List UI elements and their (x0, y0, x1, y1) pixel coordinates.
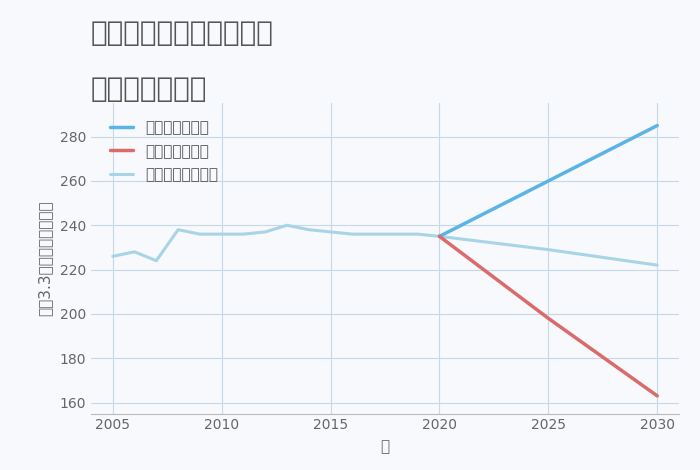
Line: グッドシナリオ: グッドシナリオ (440, 125, 657, 236)
バッドシナリオ (435, 234, 444, 239)
Line: バッドシナリオ: バッドシナリオ (440, 236, 657, 396)
Legend: グッドシナリオ, バッドシナリオ, ノーマルシナリオ: グッドシナリオ, バッドシナリオ, ノーマルシナリオ (111, 120, 218, 182)
ノーマルシナリオ (544, 247, 552, 252)
バッドシナリオ (544, 315, 552, 321)
グッドシナリオ (435, 234, 444, 239)
ノーマルシナリオ (653, 262, 662, 268)
Line: ノーマルシナリオ: ノーマルシナリオ (440, 236, 657, 265)
Y-axis label: 坪（3.3㎡）単価（万円）: 坪（3.3㎡）単価（万円） (38, 201, 52, 316)
Text: 東京都八王子市追分町の: 東京都八王子市追分町の (91, 19, 274, 47)
Text: 土地の価格推移: 土地の価格推移 (91, 75, 207, 103)
グッドシナリオ (653, 123, 662, 128)
グッドシナリオ (544, 178, 552, 184)
ノーマルシナリオ (435, 234, 444, 239)
バッドシナリオ (653, 393, 662, 399)
X-axis label: 年: 年 (380, 439, 390, 454)
